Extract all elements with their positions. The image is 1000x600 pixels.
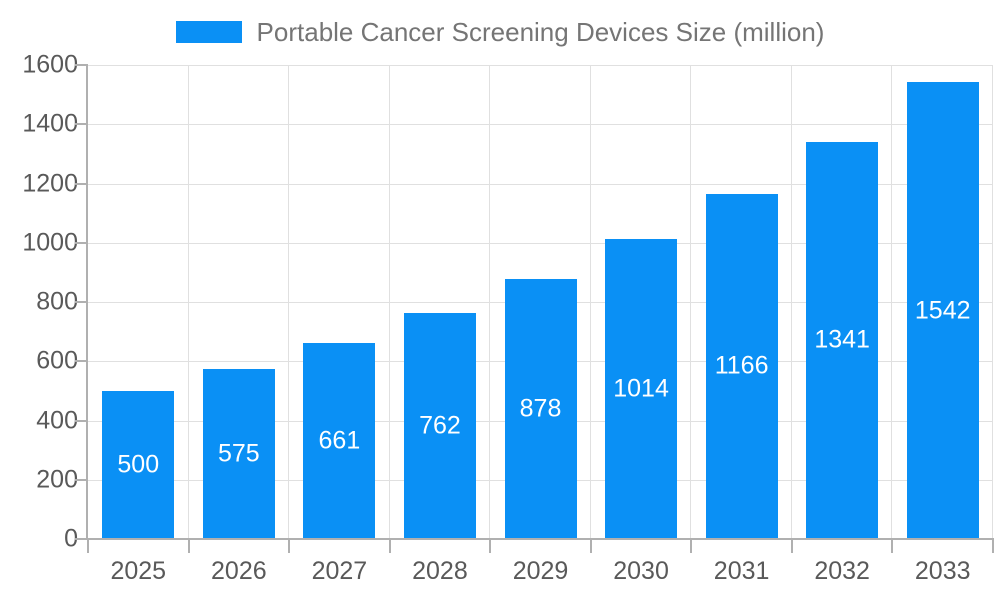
x-axis-label: 2026 [211,557,267,585]
x-axis-tick [992,539,994,553]
bar: 1166 [705,193,778,539]
x-axis-label: 2025 [110,557,167,585]
x-axis-tick [187,539,190,553]
v-gridline [288,65,290,539]
y-axis-line [86,65,88,540]
y-axis-tick [75,64,88,66]
plot-area: 500 575 661 762 878 1014 1166 1341 1542 [88,65,993,539]
h-gridline [88,124,993,126]
y-axis-label: 0 [64,524,78,553]
x-axis-tick [690,539,693,553]
bar: 1014 [605,238,678,539]
x-axis-label: 2030 [613,557,669,585]
x-axis-tick [489,539,492,553]
y-axis-label: 1600 [22,50,78,79]
legend-label: Portable Cancer Screening Devices Size (… [256,17,825,47]
bar: 500 [102,390,175,539]
x-axis-tick [790,539,793,553]
bar: 1341 [806,141,879,539]
y-axis-tick [75,360,88,363]
x-axis-tick [589,539,592,553]
y-axis-label: 1400 [22,109,78,138]
v-gridline [790,65,792,539]
legend: Portable Cancer Screening Devices Size (… [0,17,1000,47]
x-axis-tick [87,539,89,553]
y-axis-tick [75,301,88,303]
bar-value-label: 1542 [914,296,971,325]
x-axis-line [86,538,994,540]
x-axis-label: 2031 [713,557,770,585]
h-gridline [88,183,993,185]
v-gridline [589,65,591,539]
y-axis-label: 600 [36,346,78,375]
v-gridline [891,65,893,539]
legend-swatch [175,21,242,43]
bar: 762 [403,313,476,539]
y-axis-label: 200 [36,465,78,494]
x-axis-label: 2028 [412,557,468,585]
x-axis-label: 2032 [814,557,870,585]
v-gridline [489,65,491,539]
x-axis-tick [288,539,291,553]
y-axis-label: 1000 [22,228,78,257]
v-gridline [690,65,692,539]
v-gridline [388,65,390,539]
bar-value-label: 500 [117,450,160,479]
v-gridline [187,65,189,539]
y-axis-label: 1200 [22,169,78,197]
y-axis-label: 800 [36,287,78,316]
bar-value-label: 661 [318,426,361,455]
y-axis-label: 400 [36,406,78,434]
bar-value-label: 1014 [613,374,669,403]
bar-value-label: 878 [519,394,562,423]
y-axis-tick [75,182,88,185]
bar-value-label: 575 [217,439,260,468]
y-axis-tick [75,538,88,540]
x-axis-label: 2027 [311,557,368,585]
x-axis-label: 2033 [914,557,971,585]
x-axis-tick [388,539,391,553]
bar-value-label: 1166 [714,351,769,380]
x-axis-tick [891,539,894,553]
h-gridline [88,242,993,244]
bar: 575 [202,368,275,539]
v-gridline [992,65,993,539]
bar-value-label: 1341 [814,325,870,354]
bar: 661 [303,343,376,539]
y-axis-tick [75,241,88,244]
bar: 878 [504,278,577,539]
bar: 1542 [906,82,979,539]
y-axis-tick [75,123,88,126]
h-gridline [88,65,993,66]
bar-value-label: 762 [419,411,461,440]
y-axis-tick [75,419,88,422]
x-axis-label: 2029 [512,557,569,585]
y-axis-tick [75,478,88,481]
